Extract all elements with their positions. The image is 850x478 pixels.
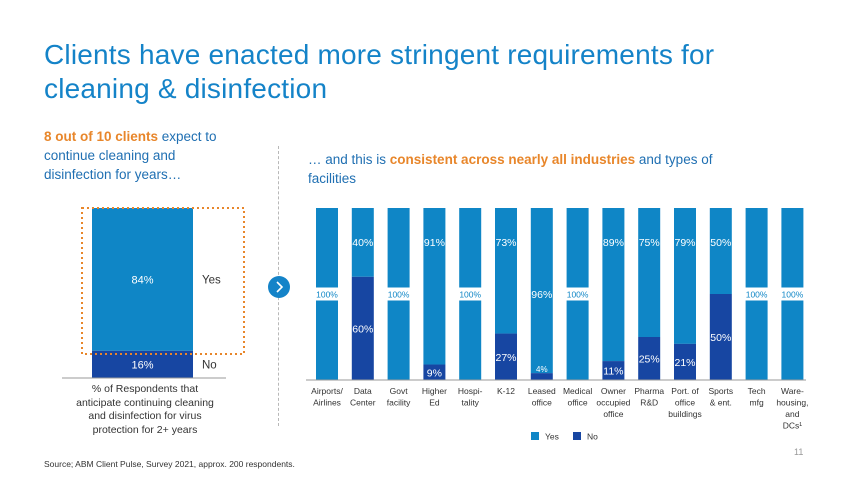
yes-value-label: 91% [424, 237, 445, 249]
left-heading-rest: expect to continue cleaning and disinfec… [44, 129, 217, 182]
category-label: Medical office [563, 386, 592, 408]
bar-no [530, 373, 553, 380]
value-tag-bg [778, 287, 806, 301]
bar-yes [316, 208, 338, 380]
yes-value-label: 73% [495, 237, 516, 249]
yes-value-label: 100% [567, 290, 589, 300]
category-label: Higher Ed [422, 386, 447, 408]
yes-value-label: 96% [531, 289, 552, 301]
legend-label: No [587, 432, 598, 442]
category-label: Port. of office buildings [668, 386, 702, 419]
category-label: Ware-housing, and DCs¹ [776, 386, 808, 431]
yes-value-label: 79% [674, 237, 695, 249]
chart-legend: Yes No [531, 432, 598, 442]
bar-no [638, 337, 661, 380]
value-tag-bg [743, 287, 771, 301]
bar-yes [638, 208, 661, 337]
value-tag-bg [564, 287, 592, 301]
bar-yes [566, 208, 589, 380]
no-value-label: 11% [603, 366, 623, 378]
full-value-tag: 100% [564, 287, 592, 301]
yes-value-label: 89% [603, 237, 624, 249]
bar-no [674, 343, 696, 380]
bar-no [602, 361, 625, 380]
left-heading-highlight: 8 out of 10 clients [44, 129, 159, 144]
no-value-label: 21% [674, 357, 695, 369]
full-value-tag: 100% [456, 287, 484, 301]
no-value-label: 27% [495, 352, 516, 364]
bar-yes [602, 208, 625, 362]
category-label: Tech mfg [748, 386, 766, 408]
bar-yes [351, 208, 374, 277]
right-heading-prefix: … and this is [308, 152, 390, 167]
summary-yes-side-label: Yes [202, 274, 221, 286]
no-value-label: 60% [352, 323, 373, 335]
category-label: Hospi-tality [458, 386, 483, 408]
yes-value-label: 100% [459, 290, 481, 300]
category-label: K-12 [497, 386, 515, 396]
full-value-tag: 100% [385, 287, 413, 301]
legend-swatch [573, 432, 581, 440]
no-value-label: 50% [710, 332, 731, 344]
full-value-tag: 100% [313, 287, 341, 301]
bar-yes [745, 208, 768, 380]
bar-yes [674, 208, 696, 344]
summary-chart: 84% 16% Yes No [62, 207, 245, 379]
full-value-tag: 100% [743, 287, 771, 301]
page-number: 11 [794, 447, 804, 457]
no-value-label: 4% [536, 365, 548, 374]
yes-value-label: 100% [388, 290, 410, 300]
full-value-tag: 100% [778, 287, 806, 301]
summary-no-side-label: No [202, 359, 217, 371]
left-heading: 8 out of 10 clients expect to continue c… [44, 127, 244, 184]
bar-no [709, 294, 732, 380]
bar-yes [495, 208, 517, 334]
bar-yes [530, 208, 553, 374]
legend-swatch [531, 432, 539, 440]
category-label: Leased office [528, 386, 556, 408]
page-title: Clients have enacted more stringent requ… [44, 39, 715, 104]
category-label: Pharma R&D [634, 386, 664, 408]
category-label: Data Center [350, 386, 376, 408]
category-label: Airports/Airlines [311, 386, 343, 408]
value-tag-bg [313, 287, 341, 301]
yes-value-label: 75% [639, 237, 660, 249]
summary-bar-no [92, 350, 193, 378]
yes-value-label: 40% [352, 237, 373, 249]
highlight-dotted-frame [81, 207, 245, 355]
no-value-label: 25% [639, 354, 660, 366]
yes-value-label: 50% [710, 237, 731, 249]
bar-yes [387, 208, 410, 380]
bar-no [423, 364, 446, 380]
bar-no [495, 333, 517, 380]
yes-value-label: 100% [316, 290, 338, 300]
yes-value-label: 100% [782, 290, 804, 300]
category-label: Sports & ent. [709, 386, 734, 408]
summary-yes-value-label: 84% [131, 274, 153, 286]
value-tag-bg [385, 287, 413, 301]
bar-yes [423, 208, 446, 365]
yes-value-label: 100% [746, 290, 768, 300]
right-heading-highlight: consistent across nearly all industries [389, 152, 636, 167]
bar-yes [781, 208, 804, 380]
next-arrow-button[interactable] [268, 276, 290, 298]
bar-yes [459, 208, 482, 380]
value-tag-bg [456, 287, 484, 301]
bar-no [351, 276, 374, 380]
no-value-label: 9% [427, 367, 442, 379]
right-heading: … and this is consistent across nearly a… [308, 150, 748, 188]
category-label: Govt facility [387, 386, 411, 408]
legend-label: Yes [545, 432, 559, 442]
bar-yes [709, 208, 732, 294]
right-heading-suffix: and types of facilities [308, 152, 713, 186]
category-label: Owner occupied office [596, 386, 630, 419]
summary-bar-yes [92, 208, 193, 351]
summary-chart-caption: % of Respondents that anticipate continu… [76, 383, 214, 436]
source-note: Source; ABM Client Pulse, Survey 2021, a… [44, 459, 295, 469]
chevron-right-icon [276, 281, 284, 293]
summary-no-value-label: 16% [131, 359, 153, 371]
